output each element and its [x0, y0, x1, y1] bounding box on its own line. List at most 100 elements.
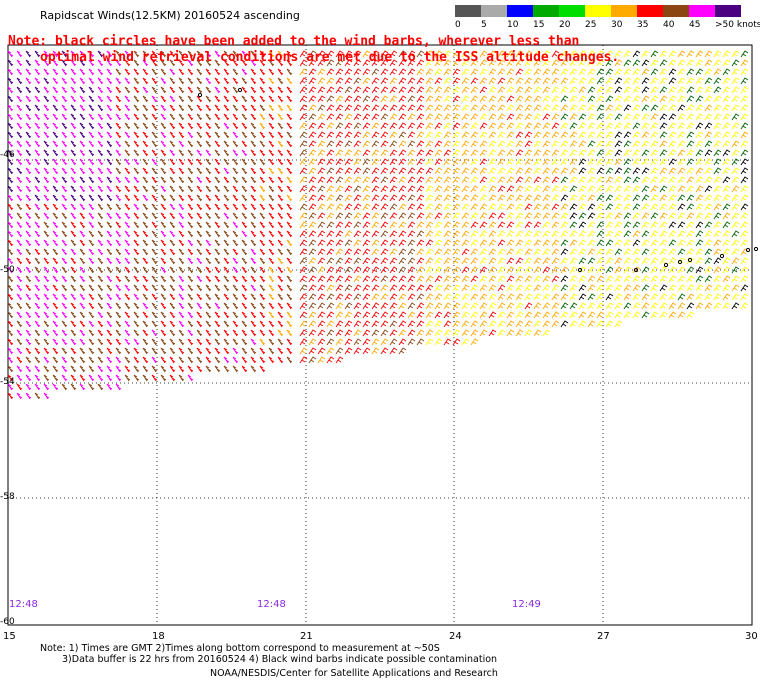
wind-barb — [668, 266, 677, 274]
wind-barb — [169, 257, 176, 265]
wind-barb — [650, 212, 659, 220]
wind-barb — [317, 275, 326, 283]
wind-barb — [425, 158, 434, 166]
wind-barb — [596, 50, 605, 58]
wind-barb — [151, 59, 158, 67]
wind-barb — [61, 320, 68, 328]
wind-barb — [533, 95, 542, 103]
wind-barb — [250, 194, 257, 202]
wind-barb — [389, 311, 398, 319]
wind-barb — [187, 104, 194, 112]
wind-barb — [569, 194, 578, 202]
wind-barb — [43, 122, 50, 130]
wind-barb — [151, 302, 158, 310]
wind-barb — [695, 266, 704, 274]
wind-barb — [223, 203, 230, 211]
wind-barb — [43, 185, 50, 193]
wind-barb — [587, 131, 596, 139]
wind-barb — [7, 131, 14, 139]
wind-barb — [178, 104, 185, 112]
wind-barb — [578, 221, 587, 229]
wind-barb — [371, 239, 380, 247]
wind-barb — [97, 275, 104, 283]
wind-barb — [353, 293, 362, 301]
wind-barb — [70, 239, 77, 247]
wind-barb — [335, 329, 344, 337]
wind-barb — [326, 329, 335, 337]
wind-barb — [560, 257, 569, 265]
wind-barb — [371, 275, 380, 283]
wind-barb — [34, 194, 41, 202]
wind-barb — [205, 266, 212, 274]
wind-barb — [196, 131, 203, 139]
wind-barb — [277, 239, 284, 247]
wind-barb — [142, 95, 149, 103]
wind-barb — [326, 158, 335, 166]
wind-barb — [533, 113, 542, 121]
wind-barb — [731, 248, 740, 256]
wind-barb — [479, 167, 488, 175]
wind-barb — [371, 77, 380, 85]
wind-barb — [569, 158, 578, 166]
wind-barb — [344, 50, 353, 58]
wind-barb — [524, 320, 533, 328]
wind-barb — [344, 302, 353, 310]
wind-barb — [151, 320, 158, 328]
wind-barb — [250, 77, 257, 85]
wind-barb — [560, 140, 569, 148]
wind-barb — [668, 68, 677, 76]
wind-barb — [434, 212, 443, 220]
wind-barb — [650, 122, 659, 130]
wind-barb — [389, 158, 398, 166]
wind-barb — [479, 284, 488, 292]
wind-barb — [371, 221, 380, 229]
wind-barb — [344, 86, 353, 94]
wind-barb — [587, 113, 596, 121]
wind-barb — [488, 104, 497, 112]
wind-barb — [560, 302, 569, 310]
wind-barb — [124, 203, 131, 211]
wind-barb — [632, 311, 641, 319]
wind-barb — [52, 77, 59, 85]
wind-barb — [344, 194, 353, 202]
wind-barb — [722, 176, 731, 184]
wind-barb — [335, 203, 344, 211]
wind-barb — [479, 176, 488, 184]
wind-barb — [668, 167, 677, 175]
wind-barb — [61, 257, 68, 265]
wind-barb — [425, 77, 434, 85]
wind-barb — [299, 194, 308, 202]
wind-barb — [578, 311, 587, 319]
wind-barb — [259, 266, 266, 274]
wind-barb — [335, 131, 344, 139]
wind-barb — [286, 320, 293, 328]
wind-barb — [214, 86, 221, 94]
wind-barb — [299, 95, 308, 103]
wind-barb — [70, 77, 77, 85]
wind-barb — [641, 239, 650, 247]
wind-barb — [268, 275, 275, 283]
wind-barb — [506, 59, 515, 67]
wind-barb — [223, 59, 230, 67]
wind-barb — [740, 158, 749, 166]
wind-barb — [25, 383, 32, 391]
wind-barb — [479, 293, 488, 301]
wind-barb — [326, 203, 335, 211]
wind-barb — [398, 248, 407, 256]
wind-barb — [259, 320, 266, 328]
wind-barb — [335, 140, 344, 148]
wind-barb — [416, 167, 425, 175]
wind-barb — [524, 104, 533, 112]
wind-barb — [587, 86, 596, 94]
wind-barb — [515, 77, 524, 85]
wind-barb — [506, 311, 515, 319]
wind-barb — [97, 383, 104, 391]
wind-barb — [452, 302, 461, 310]
wind-barb — [731, 284, 740, 292]
wind-barb — [142, 320, 149, 328]
wind-barb — [286, 266, 293, 274]
wind-barb — [713, 77, 722, 85]
wind-barb — [214, 104, 221, 112]
wind-barb — [452, 86, 461, 94]
wind-barb — [308, 275, 317, 283]
